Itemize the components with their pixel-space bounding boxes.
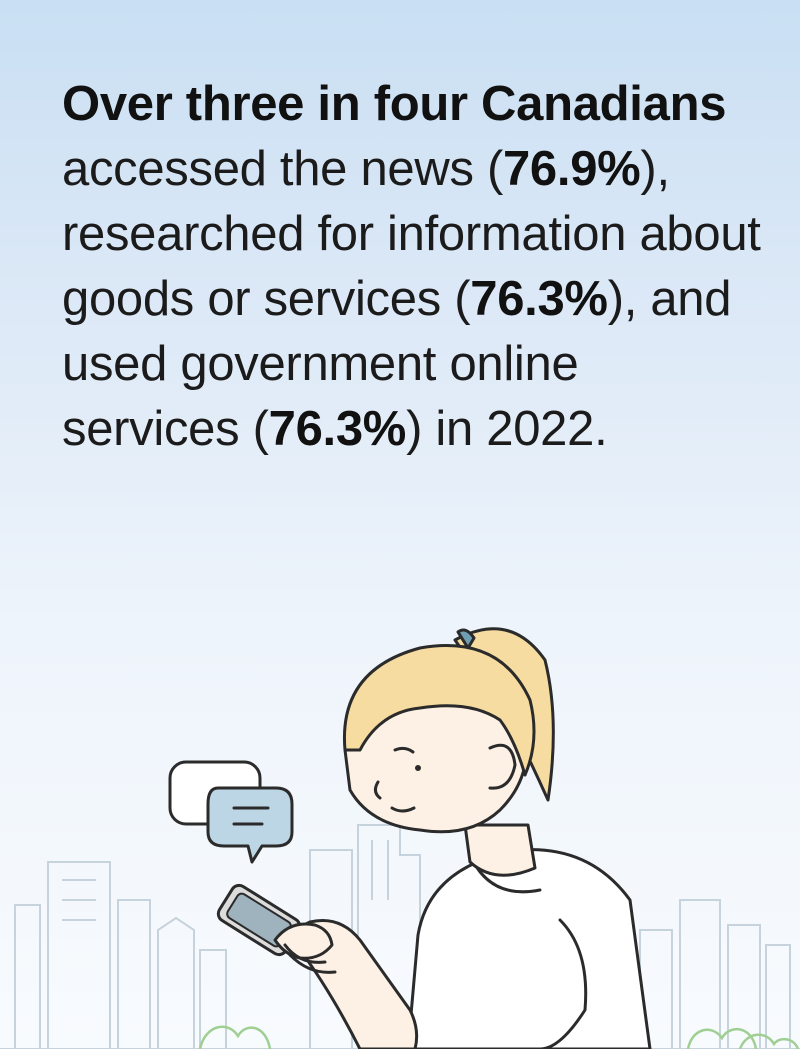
headline-part-1: accessed the news (: [62, 142, 503, 196]
stat-goods-services: 76.3%: [470, 272, 608, 326]
headline-lead: Over three in four Canadians: [62, 77, 727, 131]
headline-part-3: ), and used government online services (: [62, 272, 732, 456]
headline-text: Over three in four Canadians accessed th…: [62, 72, 762, 462]
woman-figure: [216, 627, 652, 1049]
bushes: [198, 1025, 800, 1049]
stat-government-services: 76.3%: [268, 402, 407, 456]
woman-using-phone-illustration: [0, 627, 800, 1049]
headline-part-2: ), researched for information about good…: [62, 142, 761, 326]
headline-part-4: ) in 2022.: [406, 402, 608, 456]
stat-news: 76.9%: [502, 142, 641, 196]
chat-bubbles-icon: [168, 760, 294, 864]
